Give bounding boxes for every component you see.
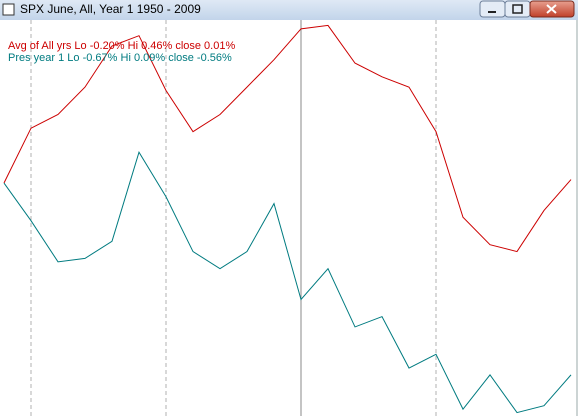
window-icon — [2, 3, 15, 16]
series-line — [3, 24, 572, 253]
window-title: SPX June, All, Year 1 1950 - 2009 — [20, 2, 201, 16]
legend-entry: Pres year 1 Lo -0.67% Hi 0.09% close -0.… — [8, 52, 232, 64]
title-bar — [0, 0, 578, 20]
maximize-button[interactable] — [504, 0, 531, 18]
plot-area — [0, 20, 578, 416]
minimize-button[interactable] — [479, 0, 506, 18]
legend-entry: Avg of All yrs Lo -0.20% Hi 0.46% close … — [8, 40, 235, 52]
series-line — [3, 150, 572, 414]
